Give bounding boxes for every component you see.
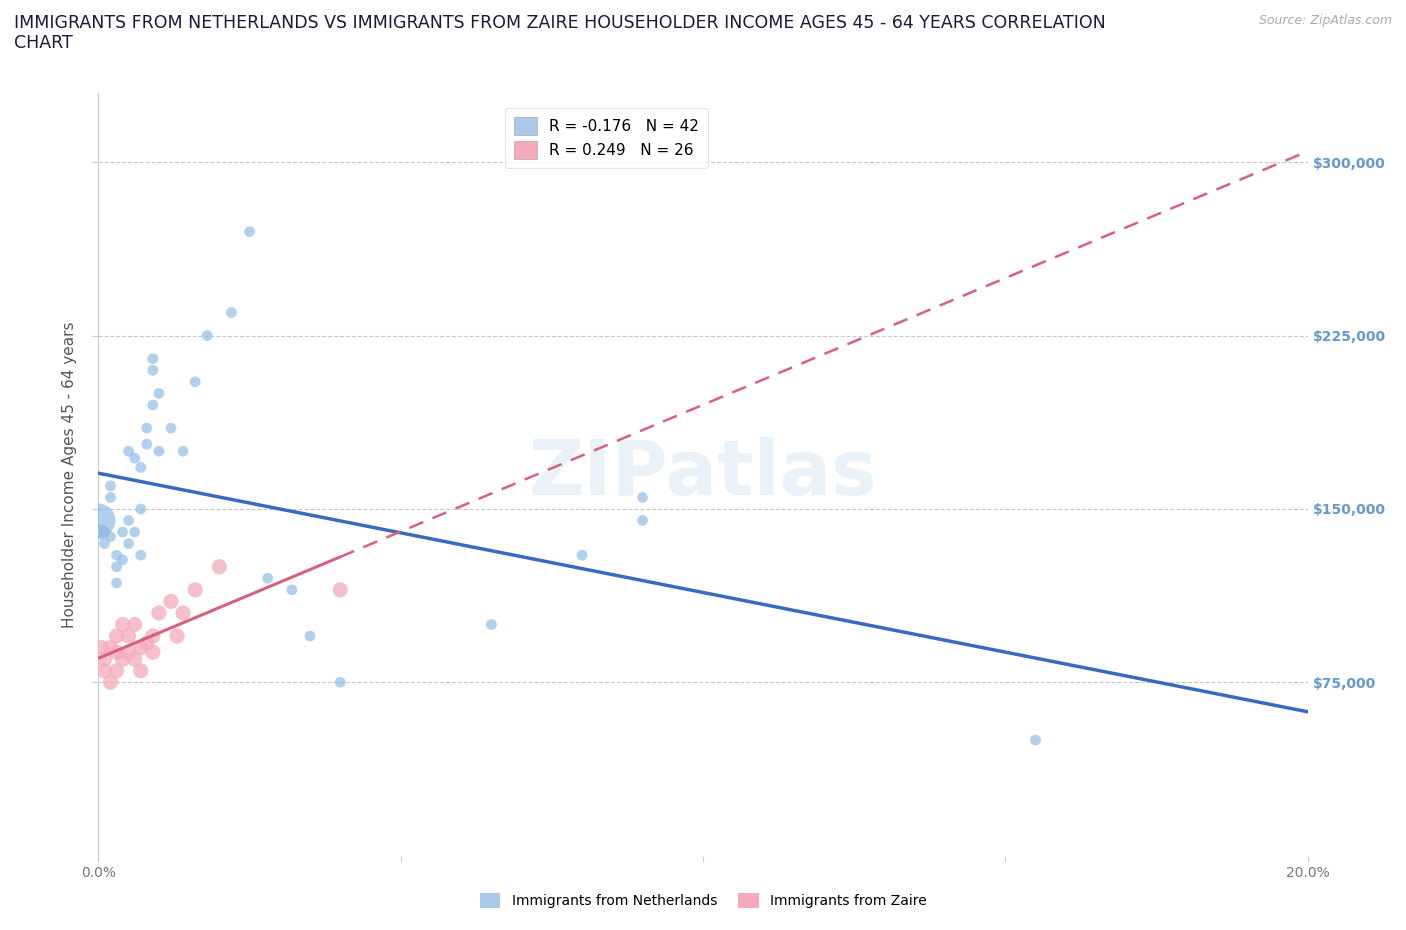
Point bbox=[105, 548, 128, 563]
Point bbox=[118, 537, 141, 551]
Point bbox=[160, 420, 183, 435]
Text: ZIPatlas: ZIPatlas bbox=[529, 437, 877, 512]
Point bbox=[221, 305, 243, 320]
Point bbox=[299, 629, 322, 644]
Point bbox=[135, 420, 157, 435]
Legend: Immigrants from Netherlands, Immigrants from Zaire: Immigrants from Netherlands, Immigrants … bbox=[474, 888, 932, 914]
Point bbox=[166, 629, 188, 644]
Point bbox=[100, 490, 122, 505]
Point bbox=[105, 559, 128, 574]
Point bbox=[172, 605, 194, 620]
Point bbox=[129, 663, 152, 678]
Point bbox=[118, 444, 141, 458]
Y-axis label: Householder Income Ages 45 - 64 years: Householder Income Ages 45 - 64 years bbox=[62, 321, 77, 628]
Point bbox=[142, 644, 165, 659]
Point bbox=[105, 644, 128, 659]
Point bbox=[142, 363, 165, 378]
Point bbox=[329, 582, 352, 597]
Point bbox=[142, 352, 165, 366]
Point bbox=[239, 224, 262, 239]
Point bbox=[111, 552, 134, 567]
Text: Source: ZipAtlas.com: Source: ZipAtlas.com bbox=[1258, 14, 1392, 27]
Point bbox=[631, 490, 654, 505]
Point bbox=[100, 675, 122, 690]
Point bbox=[100, 478, 122, 493]
Point bbox=[184, 582, 207, 597]
Point bbox=[129, 548, 152, 563]
Point bbox=[118, 629, 141, 644]
Legend: R = -0.176   N = 42, R = 0.249   N = 26: R = -0.176 N = 42, R = 0.249 N = 26 bbox=[505, 108, 709, 168]
Point bbox=[195, 328, 218, 343]
Point bbox=[90, 525, 112, 539]
Text: CHART: CHART bbox=[14, 34, 73, 52]
Point bbox=[208, 559, 231, 574]
Point bbox=[124, 618, 146, 632]
Point bbox=[93, 663, 115, 678]
Point bbox=[281, 582, 304, 597]
Point bbox=[148, 605, 170, 620]
Point bbox=[93, 652, 115, 667]
Point bbox=[129, 640, 152, 655]
Point bbox=[100, 529, 122, 544]
Point bbox=[87, 513, 110, 528]
Point bbox=[172, 444, 194, 458]
Point bbox=[111, 652, 134, 667]
Point bbox=[124, 525, 146, 539]
Point bbox=[329, 675, 352, 690]
Point bbox=[148, 386, 170, 401]
Point bbox=[631, 513, 654, 528]
Point bbox=[111, 618, 134, 632]
Text: IMMIGRANTS FROM NETHERLANDS VS IMMIGRANTS FROM ZAIRE HOUSEHOLDER INCOME AGES 45 : IMMIGRANTS FROM NETHERLANDS VS IMMIGRANT… bbox=[14, 14, 1105, 32]
Point bbox=[256, 571, 278, 586]
Point bbox=[118, 513, 141, 528]
Point bbox=[124, 652, 146, 667]
Point bbox=[90, 640, 112, 655]
Point bbox=[571, 548, 593, 563]
Point bbox=[142, 629, 165, 644]
Point bbox=[105, 629, 128, 644]
Point bbox=[118, 644, 141, 659]
Point bbox=[105, 663, 128, 678]
Point bbox=[1024, 733, 1046, 748]
Point bbox=[100, 640, 122, 655]
Point bbox=[148, 444, 170, 458]
Point bbox=[124, 451, 146, 466]
Point bbox=[135, 437, 157, 452]
Point bbox=[129, 501, 152, 516]
Point bbox=[481, 618, 503, 632]
Point bbox=[93, 525, 115, 539]
Point bbox=[184, 375, 207, 390]
Point bbox=[135, 635, 157, 650]
Point bbox=[142, 397, 165, 412]
Point bbox=[93, 537, 115, 551]
Point bbox=[111, 525, 134, 539]
Point bbox=[129, 460, 152, 475]
Point bbox=[160, 594, 183, 609]
Point bbox=[105, 576, 128, 591]
